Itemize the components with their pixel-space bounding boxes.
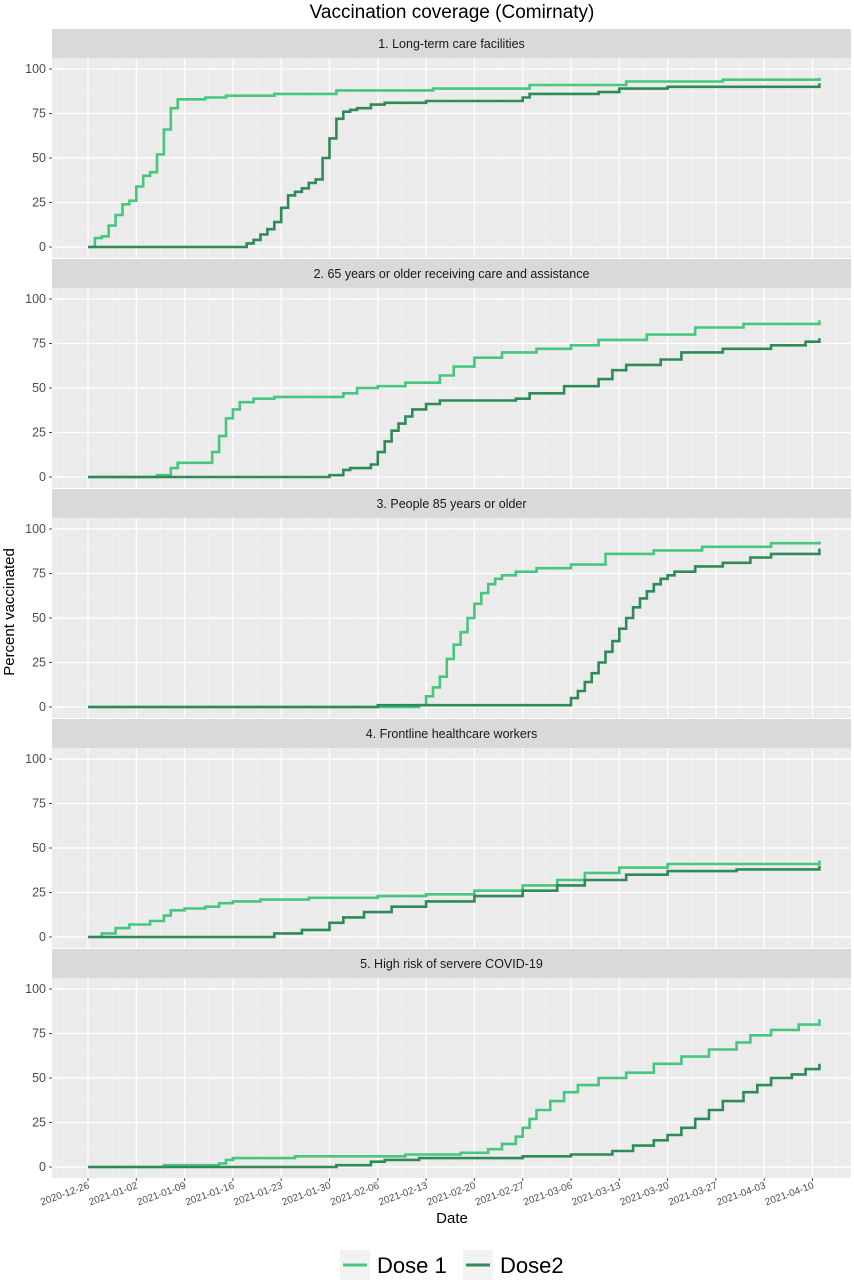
facet-panel: 1. Long-term care facilities 0 25 50 75 100 bbox=[25, 29, 851, 258]
dose1-series-line bbox=[88, 1019, 821, 1169]
chart-title: Vaccination coverage (Comirnaty) bbox=[310, 2, 595, 23]
y-tick-label: 50 bbox=[32, 611, 46, 625]
facet-strip bbox=[52, 719, 851, 748]
y-tick-label: 50 bbox=[32, 1071, 46, 1085]
dose2-series-line bbox=[88, 548, 821, 709]
x-axis-title: Date bbox=[436, 1210, 468, 1227]
facet-panels: 1. Long-term care facilities 0 25 50 75 100 2.… bbox=[25, 29, 851, 1178]
y-tick-label: 25 bbox=[32, 656, 46, 670]
facet-strip-label: 2. 65 years or older receiving care and … bbox=[314, 267, 590, 281]
y-tick-label: 100 bbox=[25, 982, 46, 996]
y-tick-label: 50 bbox=[32, 151, 46, 165]
y-tick-label: 25 bbox=[32, 1116, 46, 1130]
facet-strip-label: 1. Long-term care facilities bbox=[378, 37, 525, 51]
facet-strip bbox=[52, 489, 851, 518]
x-tick-label: 2021-01-02 bbox=[87, 1180, 139, 1208]
y-tick-label: 75 bbox=[32, 1027, 46, 1041]
y-tick-label: 50 bbox=[32, 381, 46, 395]
x-tick-label: 2021-02-20 bbox=[426, 1180, 478, 1208]
dose2-series-line bbox=[88, 83, 821, 249]
x-tick-label: 2021-02-13 bbox=[377, 1180, 429, 1208]
y-tick-label: 0 bbox=[39, 700, 46, 714]
dose1-series-line bbox=[88, 320, 821, 479]
facet-strip-label: 3. People 85 years or older bbox=[376, 497, 526, 511]
dose2-series-line bbox=[88, 865, 821, 939]
y-tick-label: 25 bbox=[32, 886, 46, 900]
facet-strip bbox=[52, 259, 851, 288]
dose1-series-line bbox=[88, 541, 821, 709]
y-axis-title: Percent vaccinated bbox=[1, 548, 18, 676]
legend-dose2-label: Dose2 bbox=[500, 1253, 564, 1278]
dose2-series-line bbox=[88, 338, 821, 479]
x-tick-label: 2021-03-27 bbox=[667, 1180, 719, 1208]
x-tick-label: 2021-04-03 bbox=[715, 1180, 767, 1208]
facet-panel: 4. Frontline healthcare workers 0 25 50 75 10… bbox=[25, 719, 851, 948]
x-tick-label: 2021-03-13 bbox=[570, 1180, 622, 1208]
facet-strip bbox=[52, 29, 851, 58]
x-tick-label: 2021-03-20 bbox=[619, 1180, 671, 1208]
facet-strip-label: 4. Frontline healthcare workers bbox=[366, 727, 538, 741]
y-tick-label: 75 bbox=[32, 797, 46, 811]
y-tick-label: 75 bbox=[32, 337, 46, 351]
x-tick-label: 2021-01-16 bbox=[184, 1180, 236, 1208]
y-tick-label: 25 bbox=[32, 426, 46, 440]
x-tick-label: 2021-01-09 bbox=[136, 1180, 188, 1208]
y-tick-label: 0 bbox=[39, 470, 46, 484]
legend: Dose 1 Dose2 bbox=[340, 1250, 564, 1280]
x-tick-label: 2021-01-30 bbox=[281, 1180, 333, 1208]
x-tick-label: 2021-02-06 bbox=[329, 1180, 381, 1208]
x-tick-label: 2021-04-10 bbox=[764, 1180, 816, 1208]
x-tick-label: 2021-03-06 bbox=[522, 1180, 574, 1208]
y-tick-label: 100 bbox=[25, 292, 46, 306]
y-tick-label: 0 bbox=[39, 930, 46, 944]
x-axis: 2020-12-262021-01-022021-01-092021-01-16… bbox=[39, 1178, 816, 1208]
dose2-series-line bbox=[88, 1063, 821, 1169]
y-tick-label: 100 bbox=[25, 522, 46, 536]
y-tick-label: 75 bbox=[32, 107, 46, 121]
y-tick-label: 0 bbox=[39, 240, 46, 254]
x-tick-label: 2021-01-23 bbox=[232, 1180, 284, 1208]
facet-panel: 2. 65 years or older receiving care and … bbox=[25, 259, 851, 488]
x-tick-label: 2020-12-26 bbox=[39, 1180, 91, 1208]
y-tick-label: 100 bbox=[25, 752, 46, 766]
y-tick-label: 0 bbox=[39, 1160, 46, 1174]
facet-strip-label: 5. High risk of servere COVID-19 bbox=[360, 957, 543, 971]
facet-panel: 3. People 85 years or older 0 25 50 75 100 bbox=[25, 489, 851, 718]
y-tick-label: 25 bbox=[32, 196, 46, 210]
dose1-series-line bbox=[88, 77, 821, 249]
facet-panel: 5. High risk of servere COVID-19 0 25 50 75 1… bbox=[25, 949, 851, 1178]
legend-dose1-label: Dose 1 bbox=[377, 1253, 447, 1278]
y-tick-label: 75 bbox=[32, 567, 46, 581]
y-tick-label: 50 bbox=[32, 841, 46, 855]
facet-strip bbox=[52, 949, 851, 978]
x-tick-label: 2021-02-27 bbox=[474, 1180, 526, 1208]
y-tick-label: 100 bbox=[25, 62, 46, 76]
